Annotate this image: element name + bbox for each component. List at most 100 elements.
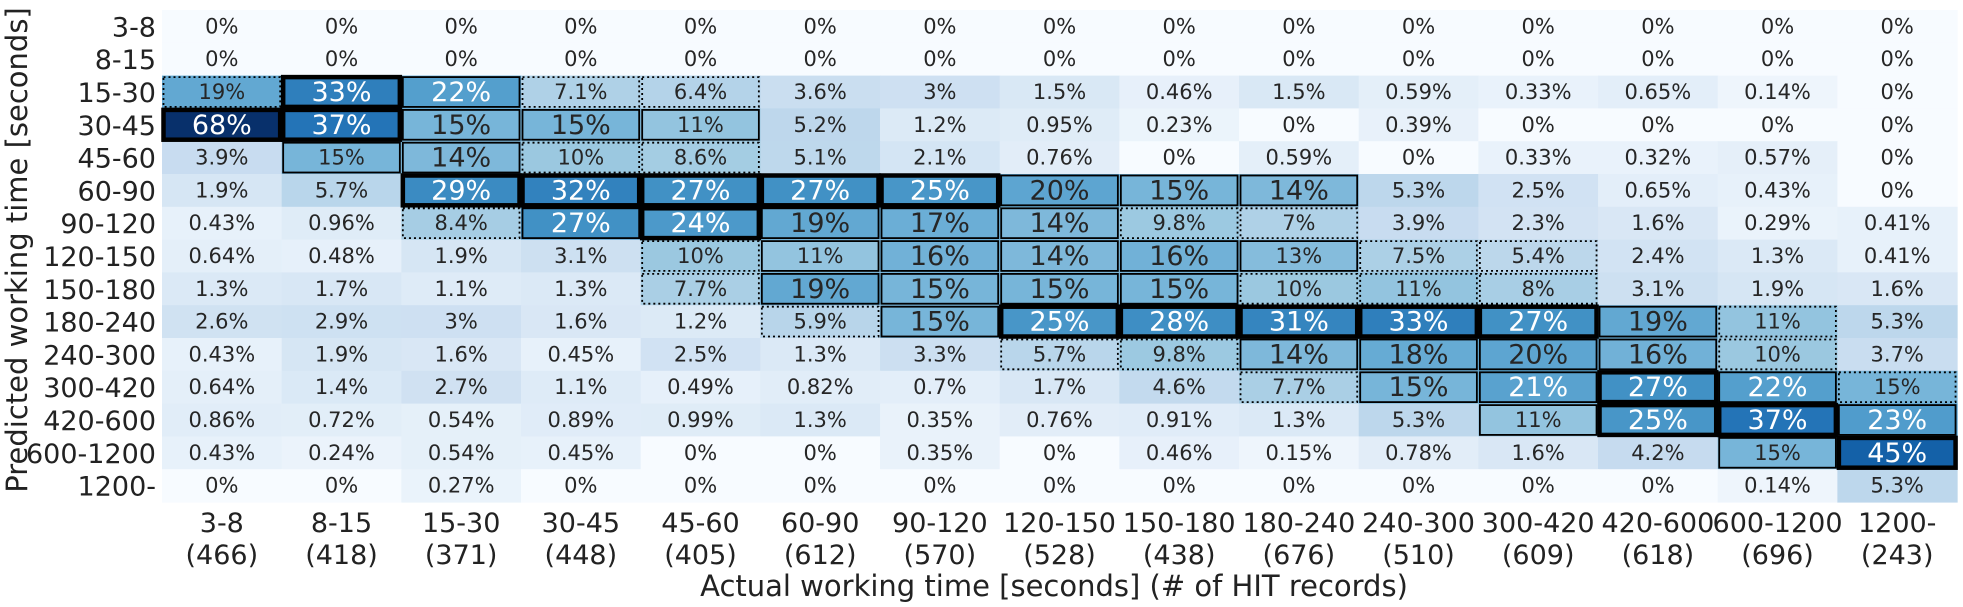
heatmap-cell [1119, 75, 1240, 109]
cell-value-label: 22% [431, 77, 491, 108]
heatmap-cell [1598, 75, 1719, 109]
heatmap-cell [281, 10, 402, 44]
heatmap-cell [1478, 272, 1599, 306]
highlight-box [1238, 304, 1360, 339]
heatmap-cell [880, 338, 1001, 372]
heatmap-cell [640, 75, 761, 109]
cell-value-label: 16% [1149, 241, 1209, 272]
heatmap-cell [880, 370, 1001, 405]
cell-value-label: 1.5% [1033, 80, 1086, 104]
cell-value-label: 0% [1522, 47, 1555, 71]
highlight-box [1239, 272, 1359, 305]
heatmap-cell [521, 75, 642, 109]
heatmap-cell [1239, 436, 1360, 470]
heatmap-cell [1478, 338, 1599, 372]
heatmap-cell [1837, 338, 1958, 372]
highlight-box [1837, 404, 1957, 436]
heatmap-cell [281, 370, 402, 405]
heatmap-cell [1239, 469, 1360, 503]
highlight-box [520, 173, 642, 208]
heatmap-cell [162, 206, 283, 241]
heatmap-cell [1478, 174, 1599, 208]
heatmap-cell [1239, 206, 1360, 241]
highlight-box [1239, 338, 1359, 371]
cell-value-label: 0.45% [547, 342, 614, 366]
cell-value-label: 5.4% [1512, 244, 1565, 268]
cell-value-label: 0% [1402, 146, 1435, 170]
highlight-box [400, 173, 522, 208]
heatmap-cell [1717, 75, 1838, 109]
heatmap-cell [1598, 174, 1719, 208]
highlight-box [161, 107, 283, 142]
heatmap-cell [1717, 239, 1838, 273]
x-tick-label: 120-150 [1003, 508, 1116, 539]
heatmap-cell [999, 75, 1120, 109]
heatmap-cell [162, 42, 283, 77]
heatmap-cell [640, 42, 761, 77]
cell-value-label: 0.59% [1266, 146, 1333, 170]
x-tick-label: 600-1200 [1713, 508, 1843, 539]
cell-value-label: 9.8% [1153, 211, 1206, 235]
highlight-box [1359, 371, 1478, 403]
x-tick-count: (696) [1741, 540, 1814, 571]
heatmap-cell [1717, 370, 1838, 405]
highlight-box [1000, 207, 1119, 240]
highlight-box [880, 240, 1000, 272]
heatmap-cell [281, 272, 402, 306]
cell-value-label: 20% [1030, 175, 1090, 206]
heatmap-cell [760, 403, 881, 437]
highlight-box [1718, 371, 1837, 403]
cell-value-label: 1.4% [315, 375, 368, 399]
heatmap-cell [999, 403, 1120, 437]
heatmap-cell [760, 174, 881, 208]
heatmap-cell [162, 239, 283, 273]
heatmap-cell [162, 305, 283, 339]
highlight-box [1357, 304, 1480, 339]
cell-value-label: 15% [431, 110, 491, 141]
cell-value-label: 0% [205, 14, 238, 38]
x-tick-count: (528) [1023, 540, 1096, 571]
highlight-box [1118, 304, 1240, 339]
cell-value-label: 7.1% [554, 80, 607, 104]
x-axis-title: Actual working time [seconds] (# of HIT … [700, 569, 1408, 603]
heatmap-cell [1358, 75, 1479, 109]
cell-value-label: 27% [1628, 372, 1688, 403]
heatmap-cell [1119, 403, 1240, 437]
cell-value-label: 10% [1754, 342, 1801, 366]
cell-value-label: 1.5% [1272, 80, 1325, 104]
cell-value-label: 5.9% [794, 310, 847, 334]
heatmap-cell [1239, 10, 1360, 44]
cell-value-label: 1.9% [434, 244, 487, 268]
heatmap-cell [1239, 272, 1360, 306]
heatmap-cells: 0% 0% 0% 0% 0% 0% 0% 0% 0% 0% 0% 0% 0% 0% 0% 0% 0% 0% 0% 0%… [162, 10, 1958, 503]
cell-value-label: 0% [564, 14, 597, 38]
cell-value-label: 29% [431, 175, 491, 206]
heatmap-cell [760, 469, 881, 503]
cell-value-label: 25% [910, 175, 970, 206]
cell-value-label: 18% [1389, 339, 1449, 370]
highlight-box [1359, 240, 1478, 272]
cell-value-label: 2.6% [195, 310, 248, 334]
heatmap-cell [1837, 10, 1958, 44]
highlight-box [1119, 207, 1239, 240]
highlight-box [280, 74, 403, 110]
cell-value-label: 0.23% [1146, 113, 1213, 137]
heatmap-cell [401, 10, 522, 44]
heatmap-cell [880, 75, 1001, 109]
cell-value-label: 0% [804, 14, 837, 38]
cell-value-label: 5.3% [1871, 310, 1924, 334]
heatmap-cell [1478, 206, 1599, 241]
heatmap-cell [880, 108, 1001, 142]
cell-value-label: 1.1% [554, 375, 607, 399]
cell-value-label: 0.86% [188, 408, 255, 432]
cell-value-label: 2.4% [1631, 244, 1684, 268]
highlight-box [521, 207, 641, 240]
heatmap-cell [640, 239, 761, 273]
heatmap-cell [162, 141, 283, 175]
heatmap-cell [760, 272, 881, 306]
cell-value-label: 1.6% [434, 342, 487, 366]
cell-value-label: 1.6% [554, 310, 607, 334]
heatmap-cell [401, 272, 522, 306]
cell-value-label: 2.9% [315, 310, 368, 334]
